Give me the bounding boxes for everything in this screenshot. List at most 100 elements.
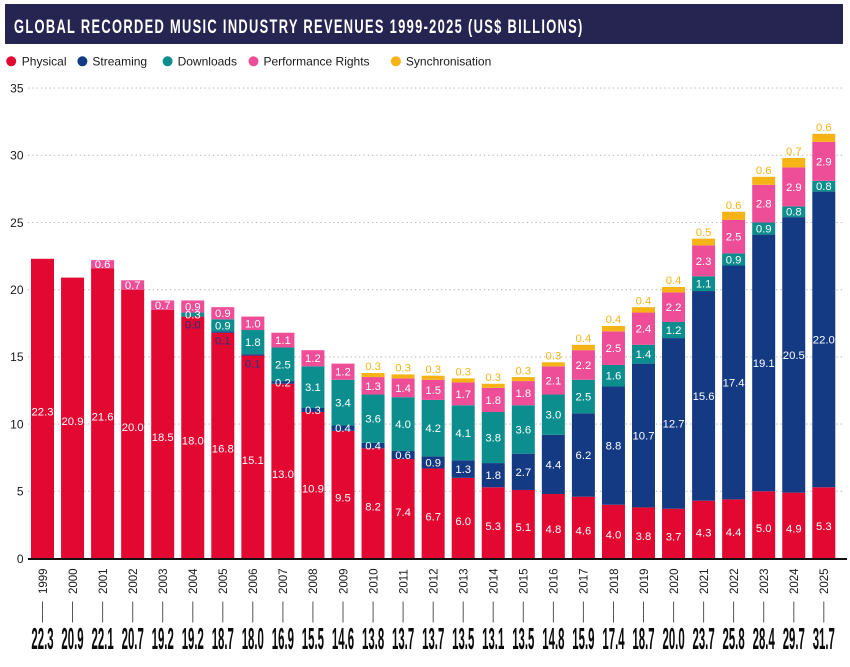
svg-text:0.3: 0.3: [365, 361, 381, 373]
svg-text:0.4: 0.4: [636, 295, 652, 307]
svg-text:0.9: 0.9: [726, 255, 742, 267]
svg-text:2.4: 2.4: [636, 324, 652, 336]
svg-text:3.6: 3.6: [515, 425, 531, 437]
svg-text:0.3: 0.3: [515, 365, 531, 377]
svg-text:2005: 2005: [218, 568, 230, 594]
svg-text:2002: 2002: [128, 568, 140, 594]
svg-text:20.5: 20.5: [783, 350, 805, 362]
svg-text:6.2: 6.2: [576, 450, 592, 462]
svg-text:2.5: 2.5: [576, 392, 592, 404]
svg-text:12.7: 12.7: [663, 418, 685, 430]
svg-text:4.4: 4.4: [726, 527, 742, 539]
svg-text:0.9: 0.9: [215, 308, 231, 320]
svg-text:5.1: 5.1: [515, 522, 531, 534]
svg-text:15.1: 15.1: [242, 455, 264, 467]
svg-text:14.8: 14.8: [542, 621, 564, 656]
svg-text:2.9: 2.9: [786, 182, 802, 194]
svg-text:3.6: 3.6: [365, 414, 381, 426]
svg-text:0.4: 0.4: [576, 333, 592, 345]
svg-text:1.5: 1.5: [425, 385, 441, 397]
svg-text:5.0: 5.0: [756, 523, 772, 535]
svg-text:2025: 2025: [819, 568, 831, 594]
svg-text:2003: 2003: [158, 568, 170, 594]
svg-text:0.8: 0.8: [786, 207, 802, 219]
svg-text:0.6: 0.6: [756, 165, 772, 177]
svg-text:0.9: 0.9: [185, 302, 201, 314]
svg-text:4.6: 4.6: [576, 526, 592, 538]
svg-text:6.0: 6.0: [455, 516, 471, 528]
svg-text:2020: 2020: [669, 568, 681, 594]
svg-text:0.5: 0.5: [696, 227, 712, 239]
svg-text:2010: 2010: [368, 568, 380, 594]
svg-text:8.2: 8.2: [365, 501, 381, 513]
svg-text:18.5: 18.5: [152, 432, 174, 444]
svg-text:2004: 2004: [188, 568, 200, 594]
svg-text:1.0: 1.0: [245, 318, 261, 330]
svg-text:2.8: 2.8: [756, 199, 772, 211]
svg-text:20: 20: [10, 283, 24, 297]
svg-text:0.7: 0.7: [125, 280, 141, 292]
svg-text:2007: 2007: [278, 568, 290, 594]
svg-text:0.6: 0.6: [95, 259, 111, 271]
svg-text:2.5: 2.5: [726, 232, 742, 244]
svg-text:0.4: 0.4: [365, 441, 381, 453]
svg-text:14.6: 14.6: [332, 621, 354, 656]
svg-text:0.4: 0.4: [606, 314, 622, 326]
svg-text:13.1: 13.1: [482, 621, 504, 656]
svg-text:18.7: 18.7: [212, 621, 234, 656]
svg-text:13.0: 13.0: [272, 469, 294, 481]
svg-text:28.4: 28.4: [753, 621, 775, 656]
svg-text:1.1: 1.1: [275, 335, 291, 347]
svg-text:0.4: 0.4: [666, 275, 682, 287]
svg-text:0.3: 0.3: [425, 364, 441, 376]
svg-text:2.5: 2.5: [606, 343, 622, 355]
svg-text:0.3: 0.3: [455, 367, 471, 379]
svg-text:2018: 2018: [609, 568, 621, 594]
svg-text:30: 30: [10, 149, 24, 163]
svg-text:3.7: 3.7: [666, 532, 682, 544]
svg-text:17.4: 17.4: [723, 377, 745, 389]
svg-text:0.8: 0.8: [816, 181, 832, 193]
svg-text:2.2: 2.2: [576, 360, 592, 372]
svg-text:2014: 2014: [489, 568, 501, 594]
svg-text:6.7: 6.7: [425, 512, 441, 524]
svg-text:0: 0: [17, 552, 24, 566]
svg-text:10.7: 10.7: [633, 431, 655, 443]
svg-text:5.3: 5.3: [485, 521, 501, 533]
svg-text:10.9: 10.9: [302, 483, 324, 495]
svg-text:2.7: 2.7: [515, 467, 531, 479]
svg-text:2022: 2022: [729, 568, 741, 594]
svg-text:22.3: 22.3: [31, 621, 53, 656]
svg-text:19.2: 19.2: [182, 621, 204, 656]
svg-text:2023: 2023: [759, 568, 771, 594]
svg-text:0.3: 0.3: [485, 372, 501, 384]
svg-text:1.8: 1.8: [485, 395, 501, 407]
svg-text:GLOBAL RECORDED MUSIC INDUSTRY: GLOBAL RECORDED MUSIC INDUSTRY REVENUES …: [14, 15, 584, 37]
svg-text:2009: 2009: [338, 568, 350, 594]
svg-text:1.8: 1.8: [245, 337, 261, 349]
svg-text:2.3: 2.3: [696, 256, 712, 268]
svg-text:1.3: 1.3: [455, 464, 471, 476]
svg-text:19.2: 19.2: [152, 621, 174, 656]
svg-text:35: 35: [10, 81, 24, 95]
svg-text:5: 5: [17, 485, 24, 499]
svg-text:3.0: 3.0: [546, 410, 562, 422]
svg-text:1.8: 1.8: [515, 388, 531, 400]
svg-text:2012: 2012: [429, 568, 441, 594]
svg-text:1.2: 1.2: [335, 367, 351, 379]
svg-text:13.8: 13.8: [362, 621, 384, 656]
svg-text:2008: 2008: [308, 568, 320, 594]
svg-text:4.1: 4.1: [455, 428, 471, 440]
svg-text:0.7: 0.7: [155, 300, 171, 312]
svg-text:3.8: 3.8: [485, 433, 501, 445]
svg-text:1.4: 1.4: [395, 383, 411, 395]
svg-text:0.6: 0.6: [816, 122, 832, 134]
svg-text:2.9: 2.9: [816, 156, 832, 168]
svg-text:2001: 2001: [98, 568, 110, 594]
svg-text:4.0: 4.0: [606, 530, 622, 542]
svg-text:4.3: 4.3: [696, 528, 712, 540]
svg-text:2017: 2017: [579, 568, 591, 594]
svg-text:9.5: 9.5: [335, 493, 351, 505]
svg-text:1.7: 1.7: [455, 389, 471, 401]
svg-text:23.7: 23.7: [693, 621, 715, 656]
